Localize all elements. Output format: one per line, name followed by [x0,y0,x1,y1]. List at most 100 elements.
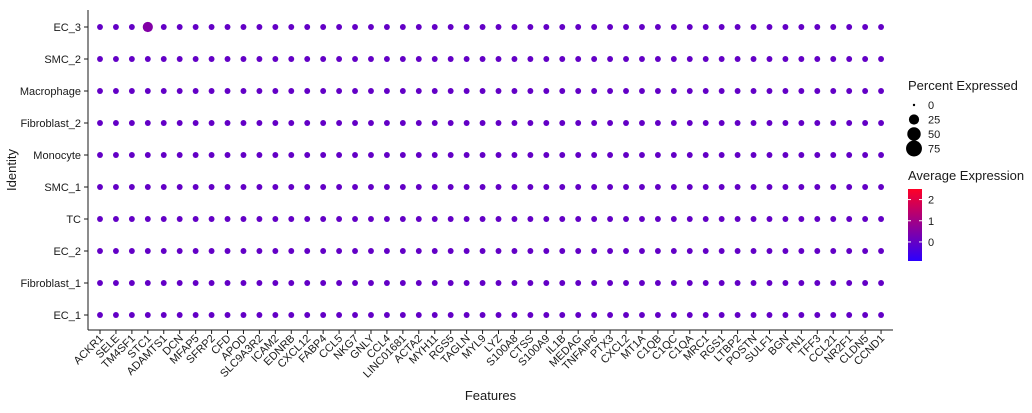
dot-EC_1-RGS5 [447,312,454,318]
dot-EC_2-LYZ [495,248,502,254]
dot-SMC_2-CCL4 [383,56,390,62]
dot-SMC_1-CCL21 [830,184,837,190]
dot-EC_2-CLDN5 [862,248,869,254]
dot-Monocyte-APOD [240,152,247,158]
dot-SMC_2-CXCL12 [304,56,311,62]
dot-Macrophage-ADAMTS1 [160,88,167,94]
legend-size-title: Percent Expressed [908,78,1018,93]
dot-Fibroblast_2-TNFAIP6 [591,120,598,126]
dot-EC_2-CCL5 [336,248,343,254]
dot-Fibroblast_2-LINC01681 [399,120,406,126]
dot-EC_1-C1QA [686,312,693,318]
dot-EC_1-FABP4 [320,312,327,318]
dot-SMC_1-ADAMTS1 [160,184,167,190]
dot-EC_1-GNLY [368,312,374,318]
dot-Macrophage-SLC9A3R2 [256,88,263,94]
legend-size-label: 25 [928,115,940,127]
dot-Macrophage-C1QA [686,88,693,94]
dot-SMC_2-CFD [224,56,231,62]
dot-TC-CCL5 [336,216,343,222]
dot-SMC_1-CXCL2 [623,184,629,190]
dot-Monocyte-RGS1 [718,152,725,158]
dot-EC_3-CCND1 [878,24,884,30]
dot-Macrophage-GNLY [368,88,374,94]
dot-TC-MFAP5 [192,216,199,222]
dot-EC_1-CLDN5 [862,312,869,318]
dot-EC_2-CXCL12 [304,248,311,254]
dot-TC-CTSS [527,216,534,222]
dot-SMC_2-TM4SF1 [128,56,135,62]
dot-TC-LTBP2 [734,216,741,222]
dot-SMC_2-S100A8 [511,56,518,62]
dot-EC_3-POSTN [750,24,757,30]
dot-EC_1-C1QC [670,312,677,318]
dot-EC_3-TM4SF1 [128,24,135,30]
legend-color-bar [908,189,922,261]
dot-Macrophage-CCL5 [336,88,343,94]
legend-size-dot [907,127,921,141]
dot-SMC_1-FABP4 [320,184,327,190]
dot-Fibroblast_1-MT1A [639,280,645,286]
dot-EC_3-MEDAG [575,24,582,30]
dot-EC_3-CLDN5 [862,24,869,30]
dot-TC-S100A9 [543,216,550,222]
dot-SMC_1-NKG7 [352,184,358,190]
dot-Fibroblast_1-SELE [113,280,119,286]
dot-Macrophage-CXCL12 [304,88,311,94]
dot-Macrophage-CXCL2 [623,88,629,94]
dot-Monocyte-LINC01681 [399,152,406,158]
dot-Fibroblast_2-CXCL12 [304,120,311,126]
dot-Fibroblast_1-BGN [782,280,789,286]
dot-Fibroblast_1-ACTA2 [415,280,422,286]
dot-SMC_1-TM4SF1 [128,184,135,190]
dot-EC_1-ICAM2 [272,312,279,318]
dot-Fibroblast_1-CXCL2 [623,280,629,286]
dot-SMC_2-ICAM2 [272,56,279,62]
dot-SMC_1-C1QA [686,184,693,190]
dot-Monocyte-ACTA2 [415,152,422,158]
dot-EC_2-TAGLN [463,248,470,254]
dot-EC_3-MT1A [639,24,645,30]
dot-SMC_1-LYZ [495,184,502,190]
dot-EC_1-CCL21 [830,312,837,318]
dot-EC_3-DCN [176,24,183,30]
dot-Fibroblast_1-NR2F1 [846,280,853,286]
dot-Fibroblast_1-RGS5 [447,280,454,286]
dot-Fibroblast_2-ACTA2 [415,120,422,126]
dot-SMC_1-MT1A [639,184,645,190]
dot-SMC_1-CFD [224,184,231,190]
dot-EC_2-RGS1 [718,248,725,254]
dot-Fibroblast_1-TNFAIP6 [591,280,598,286]
dot-EC_3-CCL4 [383,24,390,30]
dot-EC_3-SLC9A3R2 [256,24,263,30]
dot-EC_3-APOD [240,24,247,30]
dot-EC_1-CFD [224,312,231,318]
dot-EC_3-TFF3 [814,24,821,30]
dot-TC-FABP4 [320,216,327,222]
dot-EC_2-TFF3 [814,248,821,254]
dot-SMC_1-GNLY [368,184,374,190]
dot-EC_2-C1QC [670,248,677,254]
dot-EC_1-TAGLN [463,312,470,318]
dot-Fibroblast_1-S100A9 [543,280,550,286]
dot-TC-RGS5 [447,216,454,222]
dot-EC_3-SELE [113,24,119,30]
dot-Monocyte-MEDAG [575,152,582,158]
dot-EC_2-ACTA2 [415,248,422,254]
dot-TC-MYL9 [479,216,486,222]
dot-SMC_1-CCL4 [383,184,390,190]
dot-Fibroblast_1-ACKR1 [97,280,103,286]
dot-EC_1-SULF1 [766,312,773,318]
dot-Macrophage-CCL21 [830,88,837,94]
dot-Monocyte-C1QA [686,152,693,158]
dot-Monocyte-CXCL12 [304,152,311,158]
legend-average-expression: Average Expression 0 1 2 [908,168,1024,261]
dot-Fibroblast_2-PTX3 [607,120,614,126]
y-tick-label: SMC_2 [44,54,81,66]
dot-EC_2-C1QB [654,248,661,254]
dot-Macrophage-SFRP2 [208,88,215,94]
dot-Monocyte-STC1 [144,152,151,158]
legend-size-label: 0 [928,100,934,112]
dot-SMC_1-CTSS [527,184,534,190]
dot-EC_2-MFAP5 [192,248,199,254]
